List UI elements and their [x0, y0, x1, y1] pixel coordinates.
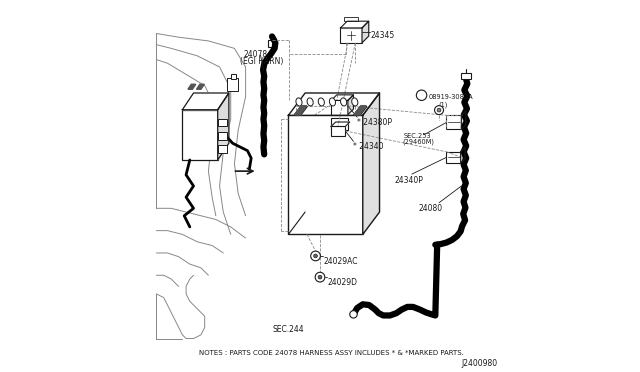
- Ellipse shape: [318, 98, 324, 106]
- Circle shape: [437, 108, 441, 112]
- Text: (29460M): (29460M): [403, 138, 435, 145]
- Polygon shape: [461, 147, 465, 163]
- Polygon shape: [188, 84, 196, 89]
- Ellipse shape: [352, 98, 358, 106]
- Polygon shape: [196, 84, 204, 89]
- Text: * 24340: * 24340: [353, 142, 384, 151]
- Text: 24340P: 24340P: [394, 176, 423, 185]
- Polygon shape: [294, 106, 307, 115]
- Polygon shape: [353, 106, 367, 115]
- Text: 24029AC: 24029AC: [324, 257, 358, 266]
- Circle shape: [315, 272, 325, 282]
- Polygon shape: [331, 95, 353, 100]
- Text: 24080: 24080: [419, 204, 443, 213]
- Polygon shape: [331, 122, 349, 126]
- Ellipse shape: [296, 98, 302, 106]
- Polygon shape: [348, 95, 353, 115]
- Circle shape: [349, 311, 357, 318]
- Polygon shape: [363, 93, 380, 234]
- Text: 08919-3082A: 08919-3082A: [428, 94, 473, 100]
- Circle shape: [318, 275, 322, 279]
- Bar: [331, 100, 348, 115]
- Polygon shape: [294, 106, 307, 115]
- Ellipse shape: [340, 98, 347, 106]
- Text: (EGI HARN): (EGI HARN): [240, 57, 284, 65]
- Text: 24029D: 24029D: [328, 278, 357, 287]
- Ellipse shape: [330, 98, 335, 106]
- Text: NOTES : PARTS CODE 24078 HARNESS ASSY INCLUDES * & *MARKED PARTS.: NOTES : PARTS CODE 24078 HARNESS ASSY IN…: [199, 350, 464, 356]
- Bar: [447, 152, 461, 163]
- Polygon shape: [362, 21, 369, 43]
- Text: N: N: [420, 93, 426, 99]
- Polygon shape: [289, 93, 380, 115]
- Bar: [227, 78, 238, 91]
- Circle shape: [314, 254, 317, 258]
- Bar: [182, 110, 218, 160]
- Bar: [289, 115, 363, 234]
- Circle shape: [435, 106, 444, 115]
- Bar: [218, 119, 227, 126]
- Bar: [331, 118, 348, 130]
- Bar: [218, 145, 227, 153]
- Bar: [231, 74, 236, 79]
- Text: SEC.253: SEC.253: [404, 133, 431, 139]
- Text: (1): (1): [438, 102, 447, 108]
- Polygon shape: [182, 93, 229, 110]
- Text: 24345: 24345: [370, 31, 394, 39]
- Text: 24078: 24078: [244, 50, 268, 59]
- Polygon shape: [218, 93, 229, 160]
- Circle shape: [310, 251, 321, 261]
- Text: J2400980: J2400980: [461, 359, 497, 368]
- Bar: [344, 17, 358, 21]
- Bar: [340, 28, 362, 43]
- Bar: [331, 126, 346, 136]
- Circle shape: [417, 90, 427, 100]
- Bar: [447, 115, 461, 129]
- Polygon shape: [461, 111, 466, 129]
- Bar: [268, 40, 276, 47]
- Text: SEC.244: SEC.244: [273, 326, 304, 334]
- Ellipse shape: [307, 98, 313, 106]
- Bar: [218, 132, 227, 140]
- Polygon shape: [354, 106, 366, 115]
- Text: * 24380P: * 24380P: [357, 118, 392, 127]
- Bar: [461, 73, 470, 79]
- Polygon shape: [340, 21, 369, 28]
